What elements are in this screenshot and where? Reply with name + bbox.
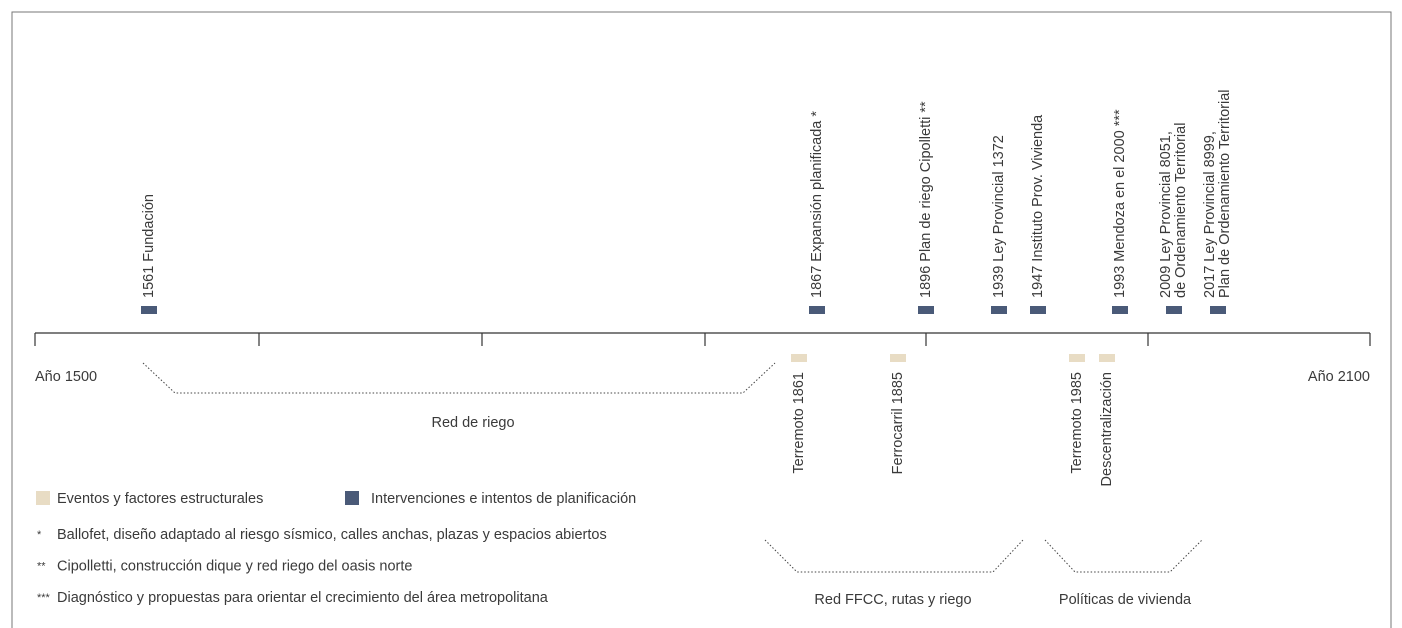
event-label: Terremoto 1861 xyxy=(791,372,807,474)
notes: * Ballofet, diseño adaptado al riesgo sís… xyxy=(37,527,607,606)
event-label: Descentralización xyxy=(1099,372,1115,486)
event-marker xyxy=(1099,354,1115,362)
intervention-marker xyxy=(141,306,157,314)
intervention-marker xyxy=(918,306,934,314)
note-mark: * xyxy=(37,529,42,541)
event-marker xyxy=(791,354,807,362)
event-label: Ferrocarril 1885 xyxy=(890,372,906,474)
period-label: Red de riego xyxy=(431,415,514,431)
event-label: Terremoto 1985 xyxy=(1069,372,1085,474)
event-marker xyxy=(890,354,906,362)
period-brackets xyxy=(142,362,1203,573)
period-label: Políticas de vivienda xyxy=(1059,592,1192,608)
intervention-marker xyxy=(1030,306,1046,314)
note-text: Ballofet, diseño adaptado al riesgo sísm… xyxy=(57,527,607,543)
intervention-marker xyxy=(1112,306,1128,314)
note-text: Diagnóstico y propuestas para orientar e… xyxy=(57,590,549,606)
intervention-marker xyxy=(1166,306,1182,314)
start-label: Año 1500 xyxy=(35,369,97,385)
intervention-label: 1993 Mendoza en el 2000 *** xyxy=(1112,109,1128,298)
legend-label: Intervenciones e intentos de planificaci… xyxy=(371,491,636,507)
legend-swatch xyxy=(345,491,359,505)
note-mark: ** xyxy=(37,560,46,572)
intervention-label: 1939 Ley Provincial 1372 xyxy=(991,135,1007,298)
intervention-label: 1867 Expansión planificada * xyxy=(809,111,825,298)
end-label: Año 2100 xyxy=(1308,369,1370,385)
intervention-label: 1561 Fundación xyxy=(141,194,157,298)
note-mark: *** xyxy=(37,592,51,604)
axis-ticks xyxy=(34,333,1371,346)
intervention-label: 2009 Ley Provincial 8051, xyxy=(1158,131,1174,298)
period-label: Red FFCC, rutas y riego xyxy=(814,592,971,608)
intervention-marker xyxy=(1210,306,1226,314)
intervention-marker xyxy=(809,306,825,314)
intervention-label: de Ordenamiento Territorial xyxy=(1173,123,1189,298)
note-text: Cipolletti, construcción dique y red rie… xyxy=(57,558,412,574)
intervention-label: Plan de Ordenamiento Territorial xyxy=(1217,90,1233,298)
legend-swatch xyxy=(36,491,50,505)
intervention-label: 1947 Instituto Prov. Vivienda xyxy=(1030,114,1046,298)
intervention-label: 1896 Plan de riego Cipolletti ** xyxy=(918,101,934,298)
intervention-marker xyxy=(991,306,1007,314)
frame xyxy=(11,11,1392,628)
intervention-label: 2017 Ley Provincial 8999, xyxy=(1202,131,1218,298)
legend-label: Eventos y factores estructurales xyxy=(57,491,263,507)
event-marker xyxy=(1069,354,1085,362)
